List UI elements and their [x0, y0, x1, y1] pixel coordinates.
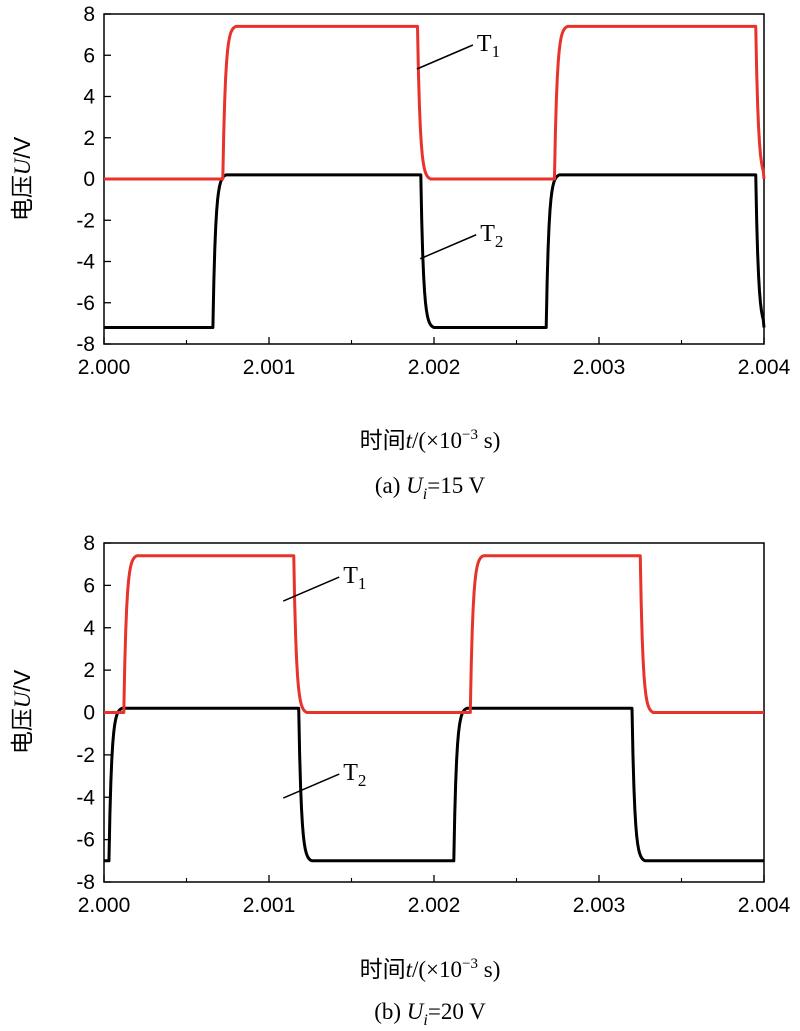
annotation-leader-line — [416, 44, 474, 70]
annotation-label-t2: T2 — [480, 221, 503, 251]
y-axis-ticks: 8 6 4 2 0 -2 -4 -6 -8 — [76, 3, 111, 356]
x-axis-label: 时间t/(×10−3 s) — [360, 956, 501, 982]
y-axis-ticks: 8 6 4 2 0 -2 -4 -6 -8 — [76, 532, 111, 894]
y-tick-label: 0 — [83, 702, 95, 725]
series-group — [104, 554, 764, 863]
y-tick-label: 0 — [83, 168, 95, 191]
annotation-label-t1: T1 — [477, 31, 500, 61]
annotation-leader-line — [419, 234, 477, 260]
annotation-leader-line — [282, 773, 340, 799]
y-tick-label: 8 — [83, 3, 95, 26]
x-tick-label: 2.001 — [243, 894, 296, 917]
y-tick-label: -6 — [76, 292, 95, 315]
y-tick-label: 6 — [83, 574, 95, 597]
y-tick-label: 4 — [83, 86, 95, 109]
x-tick-label: 2.004 — [738, 894, 791, 917]
y-tick-label: 2 — [83, 127, 95, 150]
annotations: T1 T2 — [416, 31, 503, 260]
x-tick-label: 2.003 — [573, 356, 626, 379]
series-t2-line — [104, 173, 766, 329]
y-axis-label: 电压U/V — [9, 669, 35, 754]
y-tick-label: -2 — [76, 744, 95, 767]
annotation-leader-line — [282, 576, 340, 602]
x-axis-ticks: 2.000 2.001 2.002 2.003 2.004 — [78, 337, 791, 379]
x-tick-label: 2.000 — [78, 894, 131, 917]
y-tick-label: -2 — [76, 209, 95, 232]
x-tick-label: 2.002 — [408, 894, 461, 917]
annotation-label-t2: T2 — [343, 760, 366, 790]
series-t1-line — [104, 24, 766, 181]
series-group — [104, 24, 766, 329]
x-tick-label: 2.002 — [408, 356, 461, 379]
y-tick-label: 4 — [83, 617, 95, 640]
y-tick-label: -4 — [76, 251, 95, 274]
x-tick-label: 2.000 — [78, 356, 131, 379]
y-tick-label: 2 — [83, 659, 95, 682]
y-tick-label: -8 — [76, 871, 95, 894]
x-tick-label: 2.003 — [573, 894, 626, 917]
y-tick-label: -4 — [76, 786, 95, 809]
y-tick-label: 8 — [83, 532, 95, 555]
series-t2-line — [104, 706, 764, 863]
y-tick-label: -8 — [76, 333, 95, 356]
annotation-label-t1: T1 — [343, 563, 366, 593]
y-axis-label: 电压U/V — [9, 136, 35, 221]
x-tick-label: 2.004 — [738, 356, 791, 379]
panel-caption: (b) Ui=20 V — [374, 999, 486, 1029]
y-tick-label: -6 — [76, 829, 95, 852]
series-t1-line — [104, 554, 764, 714]
x-axis-ticks: 2.000 2.001 2.002 2.003 2.004 — [78, 875, 791, 917]
x-tick-label: 2.001 — [243, 356, 296, 379]
annotations: T1 T2 — [282, 563, 366, 799]
panel-caption: (a) Ui=15 V — [375, 473, 486, 503]
y-tick-label: 6 — [83, 44, 95, 67]
x-axis-label: 时间t/(×10−3 s) — [360, 427, 501, 453]
